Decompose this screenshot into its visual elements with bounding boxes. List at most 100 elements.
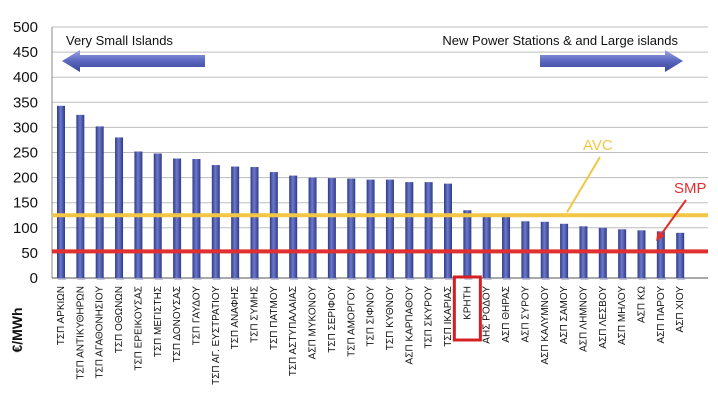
bar: [289, 175, 298, 278]
avc-pointer: [566, 156, 601, 213]
bar-shadow: [154, 278, 163, 280]
category-label: ΑΣΠ ΣΑΜΟΥ: [559, 286, 570, 344]
bar-shadow: [386, 278, 395, 280]
bar-shadow: [290, 278, 299, 280]
category-label: ΤΣΠ ΑΝΑΦΗΣ: [230, 286, 241, 349]
category-label: ΤΣΠ ΙΚΑΡΙΑΣ: [443, 286, 454, 347]
category-label: ΤΣΠ ΕΡΕΙΚΟΥΣΑΣ: [133, 286, 144, 371]
category-label: ΑΣΠ ΜΗΛΟΥ: [617, 286, 628, 345]
category-label: ΑΣΠ ΚΑΡΠΑΘΟΥ: [404, 286, 415, 365]
category-label: ΤΣΠ ΑΓ. ΕΥΣΤΡΑΤΙΟΥ: [211, 286, 222, 385]
category-label: ΤΣΠ ΑΝΤΙΚΥΘΗΡΩΝ: [75, 286, 86, 380]
right-arrow-icon: [540, 50, 683, 72]
bar-shadow: [116, 278, 125, 280]
bar-shadow: [657, 278, 666, 280]
bar-shadow: [58, 278, 66, 280]
y-tick-label: 50: [21, 245, 38, 262]
bar: [366, 179, 375, 278]
bar-shadow: [96, 278, 105, 280]
bar: [95, 126, 104, 279]
bar: [385, 179, 394, 278]
bar-shadow: [328, 278, 337, 280]
category-label: ΤΣΠ ΣΥΜΗΣ: [250, 286, 261, 343]
y-tick-label: 500: [13, 19, 38, 36]
y-tick-label: 100: [13, 220, 38, 237]
reference-lines: AVC SMP: [52, 137, 708, 254]
category-label: ΑΣΠ ΣΥΡΟΥ: [520, 286, 531, 343]
category-label: ΤΣΠ ΣΕΡΙΦΟΥ: [327, 286, 338, 353]
smp-arrowhead-icon: [656, 231, 665, 241]
bar-shadow: [406, 278, 415, 280]
category-label: ΑΣΠ ΚΑΛΥΜΝΟΥ: [540, 286, 551, 365]
smp-label: SMP: [674, 180, 707, 197]
bar-shadow: [77, 278, 86, 280]
y-axis: 0 50 100 150 200 250 300 350 400 450 500: [13, 19, 708, 287]
bar-shadow: [193, 278, 202, 280]
y-tick-label: 150: [13, 195, 38, 212]
right-annotation: New Power Stations & and Large islands: [442, 33, 678, 48]
category-label: ΤΣΠ ΜΕΓΙΣΤΗΣ: [153, 286, 164, 357]
category-label: ΤΣΠ ΑΓΑΘΟΝΗΣΙΟΥ: [95, 286, 106, 379]
bar-shadow: [309, 278, 318, 280]
category-label: ΑΣΠ ΚΩ: [637, 285, 648, 323]
bar-shadow: [619, 278, 628, 280]
bar: [327, 178, 336, 278]
category-label: ΑΣΠ ΧΙΟΥ: [675, 286, 686, 333]
bar-shadow: [425, 278, 434, 280]
category-label: ΚΡΗΤΗ: [462, 286, 473, 320]
category-label: ΑΗΣ ΡΟΔΟΥ: [482, 286, 493, 344]
category-label: ΤΣΠ ΚΥΘΝΟΥ: [385, 286, 396, 351]
bar: [482, 216, 491, 278]
y-tick-label: 350: [13, 94, 38, 111]
bar: [269, 172, 278, 278]
y-tick-label: 450: [13, 44, 38, 61]
bar: [502, 216, 511, 278]
bar-shadow: [135, 278, 144, 280]
bar-shadow: [580, 278, 589, 280]
category-label: ΤΣΠ ΣΚΥΡΟΥ: [424, 286, 435, 349]
bar-shadow: [541, 278, 550, 280]
bar-shadow: [174, 278, 183, 280]
category-labels: ΤΣΠ ΑΡΚΙΩΝ ΤΣΠ ΑΝΤΙΚΥΘΗΡΩΝ ΤΣΠ ΑΓΑΘΟΝΗΣΙΟΥ…: [56, 275, 686, 385]
bar: [347, 178, 356, 278]
bar: [211, 165, 220, 278]
y-tick-label: 300: [13, 119, 38, 136]
bar: [637, 230, 646, 278]
bar-shadow: [212, 278, 221, 280]
bar-shadow: [638, 278, 647, 280]
bar: [676, 232, 685, 278]
bar: [405, 182, 414, 278]
bar-shadow: [251, 278, 260, 280]
category-label: ΑΣΠ ΜΥΚΟΝΟΥ: [308, 286, 319, 360]
bar: [618, 229, 627, 278]
smp-pointer: [659, 199, 687, 237]
category-label: ΤΣΠ ΣΙΦΝΟΥ: [366, 286, 377, 347]
category-label: ΑΣΠ ΠΑΡΟΥ: [656, 286, 667, 344]
category-label: ΑΣΠ ΘΗΡΑΣ: [501, 286, 512, 343]
category-label: ΤΣΠ ΑΡΚΙΩΝ: [56, 286, 67, 345]
bar: [656, 231, 665, 278]
bar-shadow: [503, 278, 512, 280]
bar: [173, 158, 182, 278]
y-tick-label: 0: [30, 270, 38, 287]
bar-shadow: [367, 278, 376, 280]
bar-shadow: [232, 278, 241, 280]
bar: [250, 167, 259, 278]
category-label: ΤΣΠ ΑΜΟΡΓΟΥ: [346, 286, 357, 357]
bar-shadow: [677, 278, 686, 280]
bar: [192, 159, 201, 278]
left-annotation: Very Small Islands: [66, 33, 173, 48]
category-label: ΑΣΠ ΛΕΣΒΟΥ: [598, 286, 609, 349]
category-label: ΤΣΠ ΟΘΩΝΩΝ: [114, 286, 125, 353]
category-label: ΤΣΠ ΔΟΝΟΥΣΑΣ: [172, 286, 183, 362]
category-label: ΤΣΠ ΓΑΥΔΟΥ: [191, 286, 202, 346]
bar: [308, 177, 317, 278]
bar: [463, 210, 472, 278]
y-tick-label: 250: [13, 145, 38, 162]
highlight-box: [452, 275, 482, 342]
bar: [57, 105, 65, 279]
bar-shadow: [483, 278, 492, 280]
y-tick-label: 200: [13, 170, 38, 187]
bar-shadow: [464, 278, 473, 280]
